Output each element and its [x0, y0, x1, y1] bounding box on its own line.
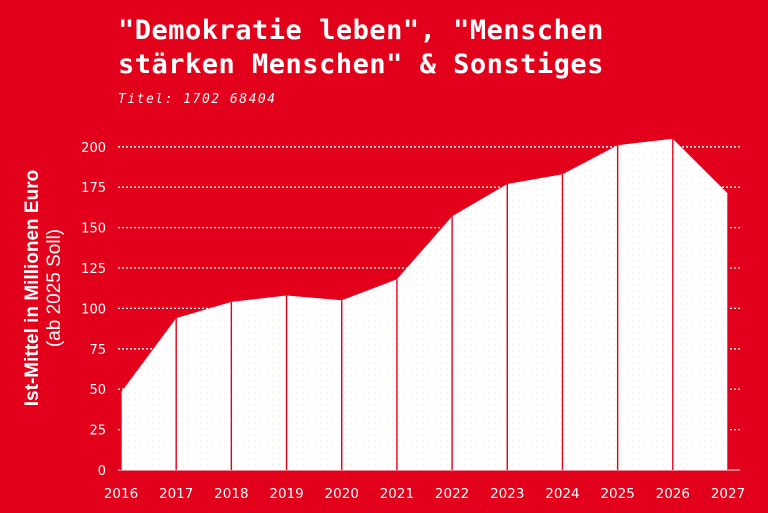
y-tick-label: 125 — [81, 262, 106, 277]
y-tick-label: 75 — [89, 343, 106, 358]
x-tick-label: 2020 — [325, 486, 359, 502]
x-tick-label: 2027 — [711, 486, 745, 502]
y-tick-label: 200 — [81, 141, 106, 156]
x-tick-label: 2022 — [435, 486, 469, 502]
area-fill — [121, 138, 728, 470]
year-dividers — [120, 138, 729, 470]
y-tick-label: 0 — [98, 464, 106, 479]
y-tick-label: 50 — [89, 383, 106, 398]
x-tick-label: 2017 — [159, 486, 193, 502]
x-tick-label: 2023 — [490, 486, 524, 502]
chart-subtitle: Titel: 1702 68404 — [118, 92, 277, 107]
y-tick-label: 175 — [81, 181, 106, 196]
y-tick-label: 25 — [89, 424, 106, 439]
x-tick-label: 2021 — [380, 486, 414, 502]
y-tick-labels: 0 25 50 75 100 125 150 175 200 — [81, 141, 106, 479]
x-tick-label: 2024 — [545, 486, 579, 502]
x-tick-label: 2019 — [269, 486, 303, 502]
x-tick-label: 2025 — [600, 486, 634, 502]
x-tick-label: 2018 — [214, 486, 248, 502]
chart-title: "Demokratie leben", "Menschen stärken Me… — [118, 15, 604, 80]
y-tick-label: 100 — [81, 302, 106, 317]
x-tick-label: 2026 — [656, 486, 690, 502]
x-tick-label: 2016 — [104, 486, 138, 502]
y-tick-label: 150 — [81, 222, 106, 237]
area-series — [121, 138, 728, 470]
x-tick-labels: 2016 2017 2018 2019 2020 2021 2022 2023 2024 2025… — [104, 486, 745, 502]
